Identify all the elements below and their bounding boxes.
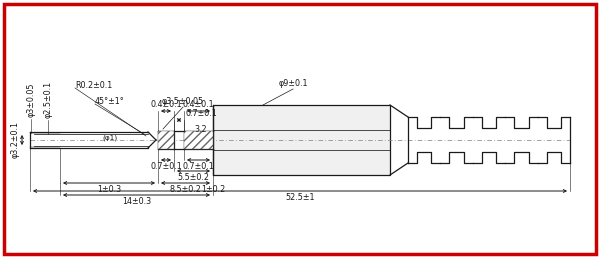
Text: φ3.2±0.1: φ3.2±0.1 [10, 122, 19, 158]
Text: φ9±0.1: φ9±0.1 [278, 79, 308, 88]
Bar [158, 131, 174, 149]
Text: φ3.5±0.05: φ3.5±0.05 [162, 97, 204, 106]
Text: 45°±1°: 45°±1° [95, 98, 125, 107]
Text: 0.4±0.1: 0.4±0.1 [150, 100, 182, 109]
Text: 5.5±0.2: 5.5±0.2 [178, 173, 209, 182]
Text: φ2.5±0.1: φ2.5±0.1 [44, 81, 53, 118]
Text: 14±0.3: 14±0.3 [122, 197, 151, 206]
Text: 1±0.3: 1±0.3 [97, 185, 121, 194]
Bar [184, 131, 213, 149]
Text: 0.4±0.1: 0.4±0.1 [182, 100, 214, 109]
Text: φ3±0.05: φ3±0.05 [26, 82, 35, 117]
Text: 0.7±0.1: 0.7±0.1 [150, 162, 182, 171]
Text: 3.2: 3.2 [194, 125, 208, 134]
Text: 52.5±1: 52.5±1 [285, 193, 315, 202]
Text: 0.7±0.1: 0.7±0.1 [182, 162, 214, 171]
Text: 8.5±0.2: 8.5±0.2 [170, 185, 202, 194]
Text: R0.2±0.1: R0.2±0.1 [75, 82, 112, 91]
Text: 1±0.2: 1±0.2 [201, 185, 225, 194]
Text: 0.7±0.1: 0.7±0.1 [185, 109, 217, 118]
Text: (φ1): (φ1) [103, 135, 118, 141]
Bar [213, 105, 390, 175]
